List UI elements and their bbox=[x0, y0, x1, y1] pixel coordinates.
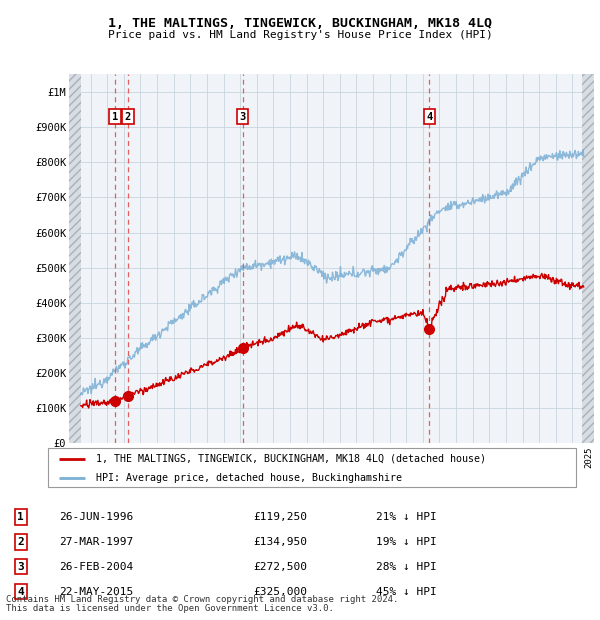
Text: 1, THE MALTINGS, TINGEWICK, BUCKINGHAM, MK18 4LQ: 1, THE MALTINGS, TINGEWICK, BUCKINGHAM, … bbox=[108, 17, 492, 30]
Text: 1, THE MALTINGS, TINGEWICK, BUCKINGHAM, MK18 4LQ (detached house): 1, THE MALTINGS, TINGEWICK, BUCKINGHAM, … bbox=[95, 454, 485, 464]
Text: £272,500: £272,500 bbox=[253, 562, 307, 572]
Text: 1: 1 bbox=[17, 512, 24, 522]
Text: Price paid vs. HM Land Registry's House Price Index (HPI): Price paid vs. HM Land Registry's House … bbox=[107, 30, 493, 40]
Text: 26-FEB-2004: 26-FEB-2004 bbox=[59, 562, 133, 572]
Text: 3: 3 bbox=[17, 562, 24, 572]
Text: 27-MAR-1997: 27-MAR-1997 bbox=[59, 537, 133, 547]
Text: 3: 3 bbox=[239, 112, 246, 122]
Text: 22-MAY-2015: 22-MAY-2015 bbox=[59, 587, 133, 596]
Text: 21% ↓ HPI: 21% ↓ HPI bbox=[376, 512, 437, 522]
Text: £325,000: £325,000 bbox=[253, 587, 307, 596]
Text: 4: 4 bbox=[17, 587, 24, 596]
Text: 4: 4 bbox=[426, 112, 433, 122]
FancyBboxPatch shape bbox=[48, 448, 576, 487]
Bar bbox=[69, 74, 81, 443]
Text: £119,250: £119,250 bbox=[253, 512, 307, 522]
Text: 2: 2 bbox=[125, 112, 131, 122]
Text: 2: 2 bbox=[17, 537, 24, 547]
Text: HPI: Average price, detached house, Buckinghamshire: HPI: Average price, detached house, Buck… bbox=[95, 473, 401, 483]
Text: £134,950: £134,950 bbox=[253, 537, 307, 547]
Text: 19% ↓ HPI: 19% ↓ HPI bbox=[376, 537, 437, 547]
Text: 28% ↓ HPI: 28% ↓ HPI bbox=[376, 562, 437, 572]
Text: This data is licensed under the Open Government Licence v3.0.: This data is licensed under the Open Gov… bbox=[6, 603, 334, 613]
Text: 26-JUN-1996: 26-JUN-1996 bbox=[59, 512, 133, 522]
Text: 1: 1 bbox=[112, 112, 118, 122]
Text: Contains HM Land Registry data © Crown copyright and database right 2024.: Contains HM Land Registry data © Crown c… bbox=[6, 595, 398, 604]
Text: 45% ↓ HPI: 45% ↓ HPI bbox=[376, 587, 437, 596]
Bar bbox=[582, 74, 594, 443]
